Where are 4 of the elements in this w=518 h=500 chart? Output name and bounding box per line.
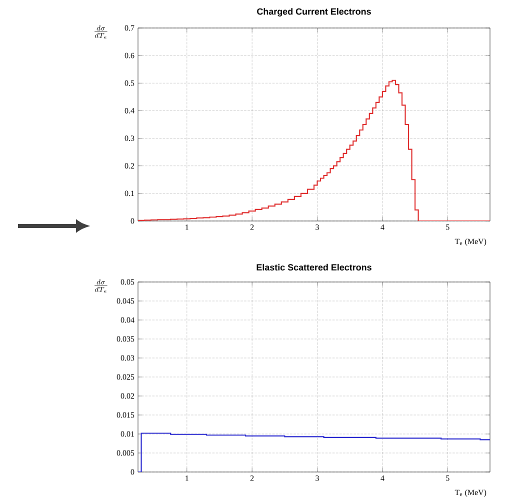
chart-title: Charged Current Electrons: [257, 8, 371, 16]
y-axis-title: $\frac{d\sigma}{dT_{e}}$: [94, 25, 108, 39]
y-axis-title: $\frac{d\sigma}{dT_{e}}$: [94, 279, 108, 293]
chart-title: Elastic Scattered Electrons: [256, 264, 372, 270]
